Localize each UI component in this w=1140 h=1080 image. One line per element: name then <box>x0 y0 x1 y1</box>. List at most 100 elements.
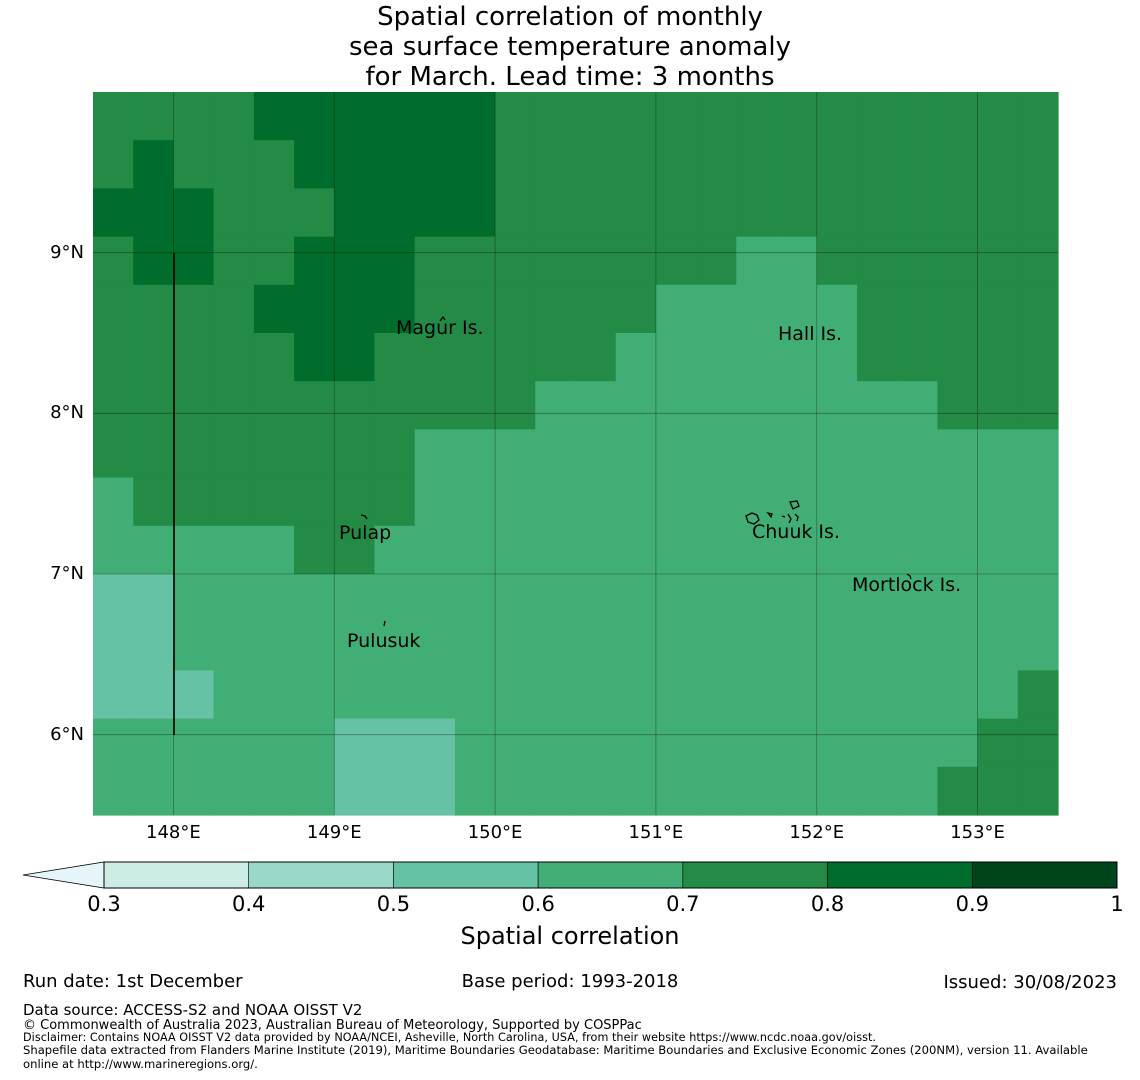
heatmap-cell <box>294 622 335 671</box>
heatmap-cell <box>655 766 697 816</box>
heatmap-cell <box>776 429 818 479</box>
heatmap-cell <box>655 670 697 720</box>
heatmap-cell <box>414 284 456 334</box>
heatmap-cell <box>897 574 938 623</box>
heatmap-cell <box>736 92 778 141</box>
heatmap-cell <box>294 525 335 575</box>
graticule <box>93 92 1058 815</box>
heatmap-cell <box>856 284 898 334</box>
heatmap-cell <box>495 333 536 382</box>
heatmap-cell <box>736 622 778 671</box>
heatmap-cell <box>696 188 737 238</box>
colorbar-label: Spatial correlation <box>460 922 680 950</box>
heatmap-cell <box>1017 477 1059 527</box>
heatmap-cell <box>294 236 335 286</box>
heatmap-cell <box>856 622 898 671</box>
heatmap-cell <box>897 140 938 189</box>
heatmap-cell <box>414 525 456 575</box>
heatmap-cell <box>615 236 657 286</box>
heatmap-cells <box>93 92 1059 816</box>
heatmap-cell <box>213 622 255 671</box>
heatmap-cell <box>253 188 295 238</box>
heatmap-cell <box>816 284 858 334</box>
heatmap-cell <box>776 140 818 189</box>
heatmap-cell <box>856 525 898 575</box>
heatmap-cell <box>816 766 858 816</box>
heatmap-cell <box>655 429 697 479</box>
heatmap-cell <box>173 574 215 623</box>
heatmap-cell <box>173 622 215 671</box>
heatmap-cell <box>334 333 376 382</box>
heatmap-cell <box>1017 381 1059 430</box>
heatmap-cell <box>173 284 215 334</box>
heatmap-cell <box>937 284 979 334</box>
place-label-pulap: Pulap <box>339 522 392 544</box>
heatmap-cell <box>93 525 134 575</box>
heatmap-cell <box>414 236 456 286</box>
heatmap-cell <box>294 574 335 623</box>
y-tick-label: 8°N <box>50 402 84 424</box>
heatmap-cell <box>655 574 697 623</box>
heatmap-cell <box>495 92 536 141</box>
heatmap-cell <box>374 381 416 430</box>
heatmap-cell <box>93 477 134 527</box>
heatmap-cell <box>334 381 376 430</box>
heatmap-cell <box>93 429 134 479</box>
heatmap-cell <box>495 236 536 286</box>
heatmap-cell <box>736 284 778 334</box>
heatmap-cell <box>615 477 657 527</box>
heatmap-cell <box>776 236 818 286</box>
heatmap-cell <box>696 381 737 430</box>
heatmap-cell <box>213 92 255 141</box>
heatmap-cell <box>696 574 737 623</box>
heatmap-cell <box>937 333 979 382</box>
heatmap-cell <box>897 92 938 141</box>
heatmap-cell <box>414 188 456 238</box>
heatmap-cell <box>816 718 858 768</box>
heatmap-cell <box>937 670 979 720</box>
heatmap-cell <box>374 92 416 141</box>
heatmap-cell <box>937 92 979 141</box>
heatmap-cell <box>213 766 255 816</box>
heatmap-cell <box>414 622 456 671</box>
heatmap-cell <box>253 333 295 382</box>
heatmap-cell <box>414 381 456 430</box>
heatmap-cell <box>937 429 979 479</box>
heatmap-cell <box>575 284 617 334</box>
heatmap-cell <box>937 766 979 816</box>
heatmap-cell <box>495 718 536 768</box>
heatmap-cell <box>937 140 979 189</box>
heatmap-cell <box>776 188 818 238</box>
heatmap-cell <box>655 381 697 430</box>
heatmap-cell <box>615 381 657 430</box>
heatmap-cell <box>575 429 617 479</box>
heatmap-cell <box>93 381 134 430</box>
heatmap-cell <box>454 429 496 479</box>
chuuk-islands-outline <box>745 500 800 525</box>
heatmap-cell <box>575 477 617 527</box>
heatmap-cell <box>535 574 577 623</box>
x-tick-label: 153°E <box>950 822 1005 843</box>
heatmap-cell <box>816 140 858 189</box>
heatmap-cell <box>655 333 697 382</box>
heatmap-cell <box>776 718 818 768</box>
shapefile-credit-1: Shapefile data extracted from Flanders M… <box>23 1043 1088 1057</box>
heatmap-cell <box>133 284 175 334</box>
base-period: Base period: 1993-2018 <box>461 971 679 992</box>
heatmap-cell <box>454 525 496 575</box>
heatmap-cell <box>1017 766 1059 816</box>
heatmap-cell <box>133 477 175 527</box>
heatmap-cell <box>615 718 657 768</box>
heatmap-cell <box>213 718 255 768</box>
heatmap-cell <box>977 429 1019 479</box>
heatmap-cell <box>454 284 496 334</box>
heatmap-cell <box>816 477 858 527</box>
heatmap-cell <box>93 92 134 141</box>
heatmap-cell <box>495 622 536 671</box>
heatmap-cell <box>856 718 898 768</box>
heatmap-cell <box>93 236 134 286</box>
heatmap-cell <box>615 525 657 575</box>
title-line-2: sea surface temperature anomaly <box>349 32 791 62</box>
heatmap-cell <box>1017 622 1059 671</box>
